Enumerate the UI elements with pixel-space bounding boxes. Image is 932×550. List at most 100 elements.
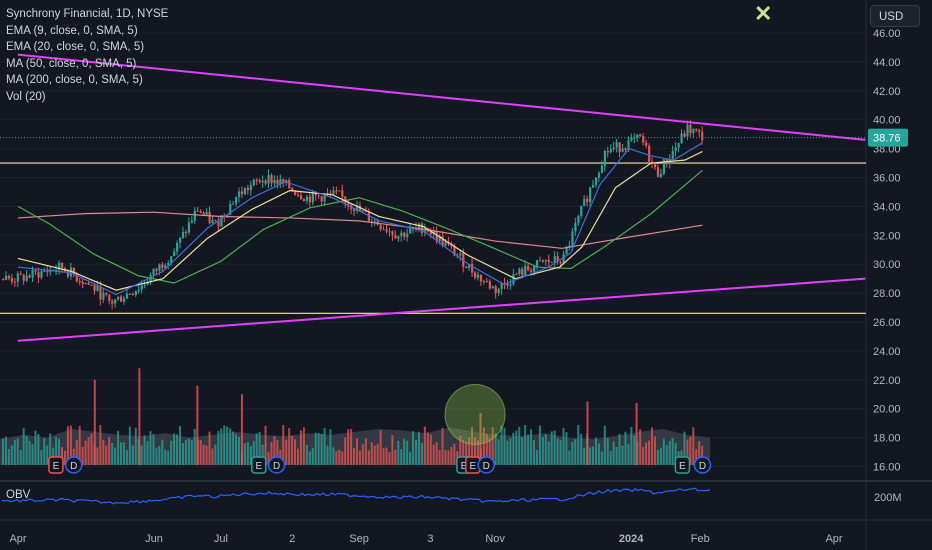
candle-body: [648, 145, 651, 162]
volume-spike-bar: [586, 401, 589, 466]
volume-bar: [25, 435, 28, 466]
volume-bar: [515, 430, 518, 466]
candle-body: [367, 211, 370, 222]
ema9-legend[interactable]: EMA (9, close, 0, SMA, 5): [6, 24, 138, 37]
y-tick-label: 22.00: [873, 375, 901, 387]
volume-bar: [49, 433, 52, 466]
candle-body: [574, 223, 577, 232]
volume-bar: [500, 425, 503, 466]
volume-bar: [61, 447, 63, 466]
earnings-icon: [48, 456, 64, 474]
volume-legend[interactable]: Vol (20): [6, 90, 46, 103]
volume-bar: [338, 449, 341, 466]
dividend-letter: D: [699, 461, 706, 472]
volume-bar: [651, 427, 653, 466]
y-tick-label: 18.00: [873, 433, 901, 445]
candle-body: [527, 265, 530, 271]
candle-body: [547, 260, 550, 263]
volume-bar: [220, 428, 223, 466]
volume-bar: [273, 435, 276, 466]
ma50-legend[interactable]: MA (50, close, 0, SMA, 5): [6, 57, 137, 70]
volume-bar: [208, 431, 211, 466]
currency-selector[interactable]: USD: [870, 5, 920, 27]
candle-body: [465, 266, 468, 269]
candle-body: [238, 191, 241, 197]
volume-bar: [435, 442, 438, 466]
candle-body: [347, 203, 350, 206]
volume-bar: [376, 443, 379, 466]
candle-body: [500, 283, 503, 289]
symbol-title[interactable]: Synchrony Financial, 1D, NYSE: [6, 8, 169, 20]
candle-body: [111, 300, 114, 304]
volume-bar: [223, 425, 226, 466]
volume-bar: [28, 440, 31, 466]
volume-bar: [465, 441, 468, 466]
candle-body: [683, 133, 686, 137]
volume-bar: [544, 434, 547, 466]
volume-spike-bar: [240, 394, 243, 466]
volume-bar: [114, 447, 117, 466]
volume-bar: [459, 435, 462, 466]
candle-body: [403, 232, 406, 238]
candle-body: [379, 224, 382, 230]
candle-body: [291, 188, 294, 191]
close-icon[interactable]: ✕: [754, 1, 773, 26]
ma200-legend[interactable]: MA (200, close, 0, SMA, 5): [6, 74, 143, 86]
candle-body: [176, 242, 179, 252]
candle-body: [117, 296, 120, 300]
volume-bar: [674, 442, 677, 466]
candle-body: [214, 220, 217, 222]
volume-bar: [211, 448, 214, 466]
candle-body: [565, 247, 568, 255]
volume-bar: [140, 445, 143, 466]
volume-bar: [462, 439, 465, 466]
volume-bar: [482, 427, 485, 466]
candle-body: [606, 150, 609, 153]
candle-body: [232, 203, 235, 205]
volume-bar: [415, 439, 417, 466]
candle-body: [299, 195, 303, 199]
volume-bar: [503, 427, 506, 466]
volume-bar: [562, 427, 565, 466]
dividend-letter: D: [483, 461, 490, 472]
volume-bar: [668, 441, 671, 466]
candle-body: [105, 292, 108, 295]
candle-body: [659, 173, 663, 177]
candle-body: [152, 268, 155, 275]
volume-bar: [75, 439, 78, 466]
candle-body: [680, 133, 683, 144]
volume-bar: [120, 442, 122, 466]
volume-bar: [181, 443, 184, 466]
volume-bar: [332, 447, 335, 466]
volume-bar: [535, 449, 538, 466]
volume-bar: [689, 436, 692, 466]
candle-body: [645, 142, 648, 146]
candle-body: [341, 190, 344, 197]
volume-bar: [117, 430, 120, 466]
volume-bar: [547, 441, 550, 466]
candle-body: [662, 159, 665, 174]
candle-body: [338, 190, 341, 192]
volume-bar: [403, 438, 406, 466]
volume-bar: [692, 427, 695, 466]
volume-bar: [179, 425, 181, 466]
candle-body: [258, 180, 261, 183]
candle-body: [409, 227, 412, 234]
earnings-letter: E: [461, 461, 468, 472]
candle-body: [592, 184, 595, 188]
volume-bar: [288, 428, 291, 466]
volume-bar: [226, 426, 229, 466]
ema20-legend[interactable]: EMA (20, close, 0, SMA, 5): [6, 41, 145, 53]
candle-body: [223, 215, 226, 217]
candle-body: [164, 265, 167, 269]
candle-body: [471, 263, 474, 273]
volume-bar: [645, 442, 648, 466]
candle-body: [184, 231, 188, 233]
volume-bar: [184, 440, 187, 466]
candle-body: [671, 151, 674, 159]
candle-body: [533, 266, 536, 272]
candle-body: [689, 124, 692, 133]
candle-body: [297, 194, 300, 196]
candle-body: [406, 233, 409, 238]
